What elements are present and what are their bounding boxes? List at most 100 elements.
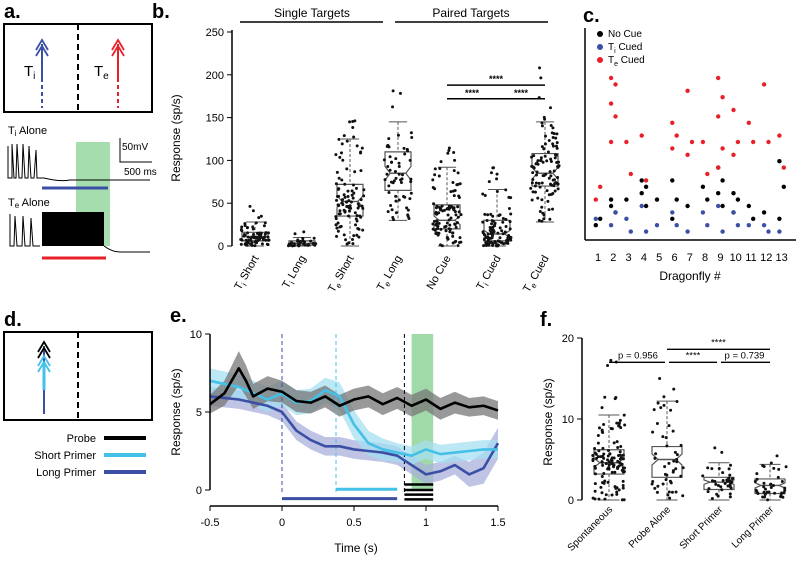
c-points — [593, 75, 786, 234]
b-box-1-outlier — [302, 230, 306, 234]
d-probe-arrowhead-icon — [37, 340, 51, 359]
b-box-4-point — [439, 227, 443, 231]
f-box-1-point — [675, 460, 679, 464]
f-box-3-point — [762, 490, 766, 494]
b-box-5-point — [498, 226, 502, 230]
b-box-4-point — [440, 204, 444, 208]
b-box-2-point — [357, 235, 361, 239]
f-box-1-point — [681, 494, 685, 498]
f-box-2-outlier — [713, 446, 717, 450]
b-box-0-point — [264, 231, 268, 235]
b-box-0-point — [246, 231, 250, 235]
b-box-6-point — [531, 190, 535, 194]
c-xtick-label: 11 — [745, 252, 756, 264]
f-box-3-point — [783, 486, 787, 490]
f-box-2-point — [729, 463, 733, 467]
f-significance: p = 0.956 **** p = 0.739 **** — [609, 337, 770, 363]
b-box-2-point — [334, 182, 338, 186]
c-point-0 — [700, 184, 706, 189]
f-box-1-point — [652, 408, 656, 412]
f-box-0-point — [615, 492, 619, 496]
b-box-3-point — [405, 206, 409, 210]
f-xlabel-1: Probe Alone — [627, 504, 674, 551]
c-point-2 — [613, 82, 618, 87]
f-box-0-point — [601, 430, 605, 434]
b-box-2-point — [359, 169, 363, 173]
b-box-6-point — [547, 176, 551, 180]
b-box-1-point — [312, 236, 316, 240]
b-box-6-point — [540, 198, 544, 202]
c-point-2 — [624, 139, 629, 145]
f-box-0-point — [600, 428, 604, 432]
b-box-4-outlier — [447, 149, 451, 153]
f-box-3-point — [754, 488, 758, 492]
b-box-3-point — [397, 198, 401, 202]
f-box-0-point — [617, 488, 621, 492]
b-box-3-point — [385, 172, 389, 176]
b-box-6-point — [554, 181, 558, 185]
b-box-3-point — [390, 160, 394, 164]
b-box-3-point — [401, 173, 405, 177]
f-box-3-point — [755, 477, 759, 481]
b-xlabel-4-main: No Cue — [425, 254, 454, 292]
f-box-0-point — [606, 454, 610, 458]
c-legend-dot-2 — [597, 57, 603, 63]
b-xlabel-0-rest: Short — [237, 254, 262, 285]
b-box-2-point — [346, 189, 350, 193]
b-box-6-point — [535, 161, 539, 165]
f-box-1-point — [671, 429, 675, 433]
b-xlabel-2-rest: Short — [332, 254, 357, 285]
f-box-1-point — [668, 496, 672, 500]
panel-label-c: c. — [583, 5, 600, 27]
f-box-0-point — [610, 427, 614, 431]
c-point-2 — [731, 107, 736, 113]
f-box-1-outlier — [658, 377, 662, 381]
b-xlabel-4: No Cue — [425, 254, 454, 292]
c-point-0 — [781, 184, 786, 189]
b-box-5-point — [501, 217, 505, 221]
b-box-0-point — [254, 236, 258, 240]
b-box-6-point — [530, 155, 534, 159]
b-box-6-outlier — [549, 106, 553, 110]
b-box-4-point — [439, 207, 443, 211]
b-box-2-point — [336, 229, 340, 233]
c-point-0 — [643, 184, 649, 189]
b-box-0-point — [261, 236, 265, 240]
f-xlabel-3: Long Primer — [730, 504, 777, 551]
b-box-3-point — [386, 210, 390, 214]
f-box-3-point — [769, 482, 773, 486]
e-xtick-label: 0 — [279, 517, 285, 529]
f-box-0-outlier — [606, 364, 610, 368]
c-point-2 — [608, 75, 614, 81]
b-sig-label-1: **** — [465, 88, 480, 98]
b-box-6-point — [542, 213, 546, 217]
b-box-3-point — [407, 217, 411, 221]
b-box-0-point — [267, 238, 271, 242]
e-ytick-label: 5 — [196, 407, 202, 419]
b-box-3-point — [409, 191, 413, 195]
f-box-0-point — [610, 493, 614, 497]
b-box-5-outlier — [489, 171, 493, 175]
b-box-2-point — [335, 198, 339, 202]
b-box-6-point — [556, 176, 560, 180]
f-box-0-point — [593, 472, 597, 476]
b-box-4-point — [451, 189, 455, 193]
c-point-0 — [720, 178, 725, 183]
c-point-2 — [716, 114, 721, 119]
b-box-6-point — [537, 181, 541, 185]
b-box-2-point — [336, 221, 340, 225]
f-box-0-point — [602, 452, 606, 456]
f-ytick-label: 10 — [562, 414, 574, 426]
ti-label: Ti — [24, 63, 35, 82]
f-box-0-point — [615, 421, 619, 425]
c-point-0 — [674, 197, 679, 202]
b-box-2-point — [351, 196, 355, 200]
f-box-0-point — [617, 423, 621, 427]
c-point-2 — [593, 197, 598, 202]
b-box-3-point — [402, 146, 406, 150]
c-point-2 — [731, 152, 736, 157]
c-point-1 — [731, 210, 736, 215]
f-box-1-point — [668, 479, 672, 483]
b-box-6-point — [551, 192, 555, 196]
